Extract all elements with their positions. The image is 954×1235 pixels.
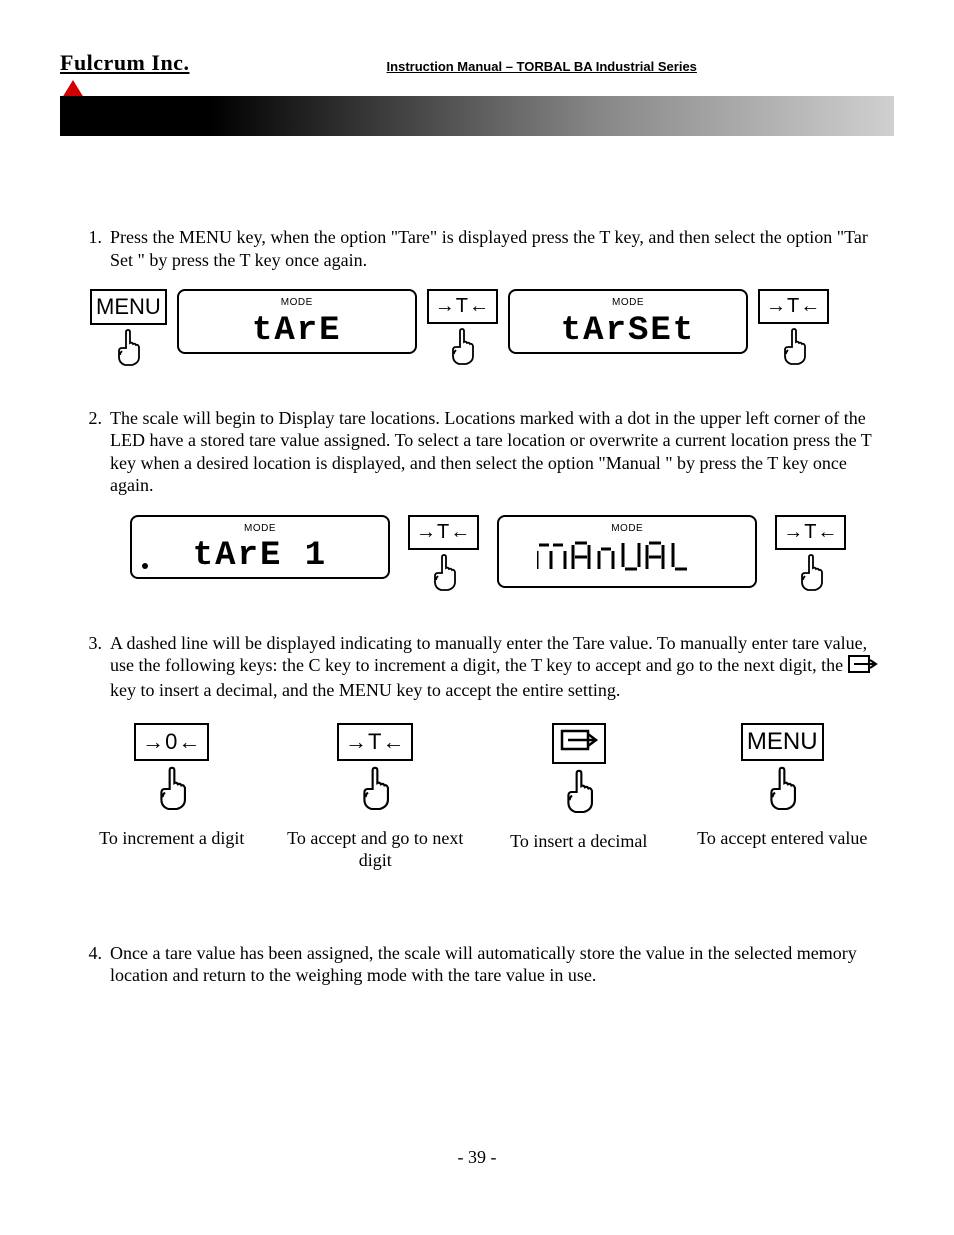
menu-key: MENU [90,289,167,325]
illustration-row-1: MENU MODE tArE →T← MODE tArSEt →T← [90,289,884,367]
lcd-seg-tarset: tArSEt [561,314,695,348]
step-1: 1. Press the MENU key, when the option "… [70,226,884,271]
step-body-3: A dashed line will be displayed indicati… [110,632,884,702]
t-key: →T← [427,289,498,324]
step-num-1: 1. [70,226,110,271]
illustration-row-2: MODE tArE 1 →T← MODE [130,515,884,592]
hand-icon [427,554,461,592]
t-key-unit-2: →T← [775,515,846,592]
step-4: 4. Once a tare value has been assigned, … [70,942,884,987]
hand-icon [445,328,479,366]
step3-text-b: key to insert a decimal, and the MENU ke… [110,680,620,700]
t-key-unit: →T← [408,515,479,592]
lcd-mode-label: MODE [612,297,644,310]
lcd-tare: MODE tArE [177,289,417,354]
step-3: 3. A dashed line will be displayed indic… [70,632,884,702]
hand-icon [777,328,811,366]
key-function-grid: →0← To increment a digit →T← To accept a… [70,723,884,872]
key-label-decimal: To insert a decimal [510,830,647,853]
t-key: →T← [408,515,479,550]
t-key-unit: →T← [427,289,498,366]
step-num-2: 2. [70,407,110,497]
gradient-bar [60,96,894,136]
page-number: - 39 - [60,1147,894,1168]
transfer-key [552,723,606,764]
company-name: Fulcrum Inc. [60,50,189,76]
lcd-tarset: MODE tArSEt [508,289,748,354]
key-col-menu: MENU To accept entered value [681,723,885,872]
key-label-increment: To increment a digit [99,827,244,850]
page: Fulcrum Inc. Instruction Manual – TORBAL… [0,0,954,1228]
lcd-seg-tare: tArE [252,314,342,348]
manual-title: Instruction Manual – TORBAL BA Industria… [387,59,697,74]
menu-key: MENU [741,723,824,761]
hand-icon [794,554,828,592]
step-num-4: 4. [70,942,110,987]
lcd-manual: MODE [497,515,757,589]
key-col-c: →0← To increment a digit [70,723,274,872]
step-body-1: Press the MENU key, when the option "Tar… [110,226,884,271]
transfer-arrow-icon [848,655,878,679]
hand-icon [559,768,599,816]
t-key: →T← [775,515,846,550]
step3-text-a: A dashed line will be displayed indicati… [110,633,867,676]
content: 1. Press the MENU key, when the option "… [60,226,894,987]
lcd-mode-label: MODE [611,523,643,536]
key-col-t: →T← To accept and go to next digit [274,723,478,872]
step-body-4: Once a tare value has been assigned, the… [110,942,884,987]
step-2: 2. The scale will begin to Display tare … [70,407,884,497]
menu-key-unit: MENU [90,289,167,367]
t-key-unit-2: →T← [758,289,829,366]
hand-icon [152,765,192,813]
t-key: →T← [337,723,413,761]
key-label-accept-next: To accept and go to next digit [285,827,465,872]
step-body-2: The scale will begin to Display tare loc… [110,407,884,497]
page-header: Fulcrum Inc. Instruction Manual – TORBAL… [60,50,894,76]
lcd-tare1: MODE tArE 1 [130,515,390,580]
lcd-mode-label: MODE [281,297,313,310]
hand-icon [355,765,395,813]
manual-title-wrap: Instruction Manual – TORBAL BA Industria… [189,58,894,76]
hand-icon [762,765,802,813]
key-label-accept-value: To accept entered value [697,827,867,850]
t-key: →T← [758,289,829,324]
step-num-3: 3. [70,632,110,702]
key-col-arrow: To insert a decimal [477,723,681,872]
lcd-seg-manual [537,539,717,582]
lcd-seg-tare1: tArE 1 [193,539,327,573]
zero-key: →0← [134,723,209,761]
stored-dot-icon [142,563,148,569]
lcd-mode-label: MODE [244,523,276,536]
hand-icon [111,329,145,367]
transfer-arrow-icon [560,729,598,751]
